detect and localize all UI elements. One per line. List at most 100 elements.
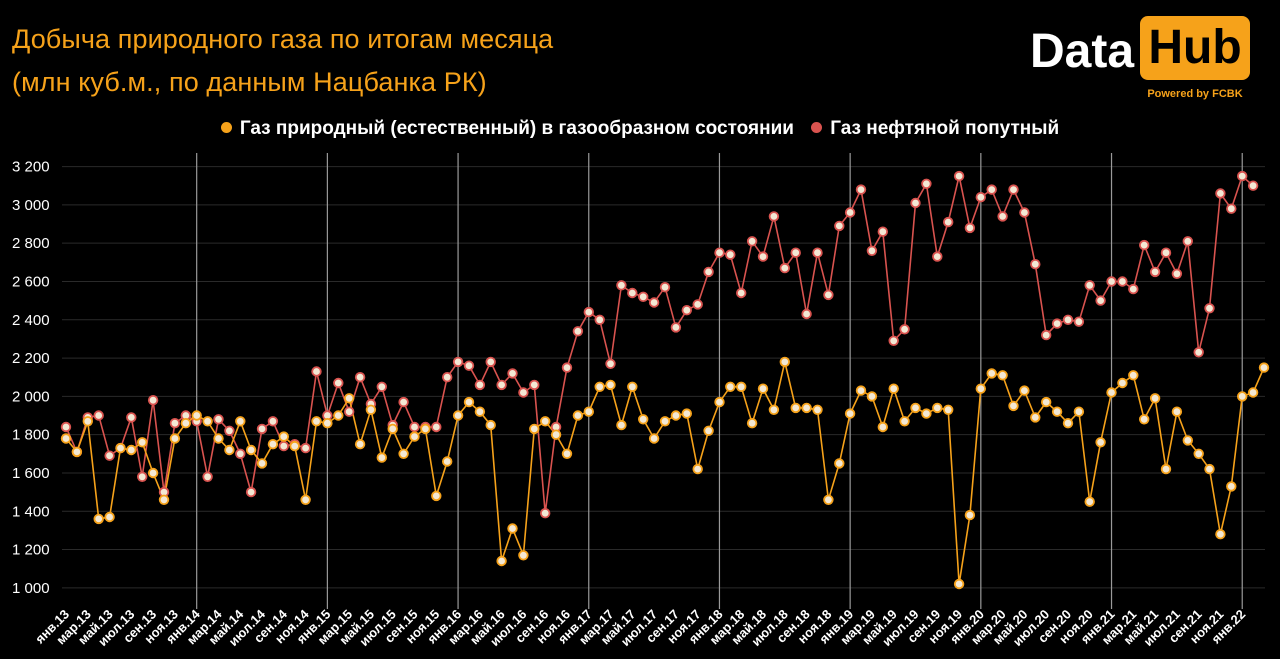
data-point-series-1: [1073, 316, 1085, 327]
data-point-series-0: [496, 555, 507, 567]
data-point-series-1: [169, 418, 181, 429]
logo-powered-text: Powered by FCBK: [1147, 88, 1243, 100]
data-point-series-1: [235, 448, 246, 460]
data-point-series-0: [572, 410, 584, 421]
data-point-series-1: [627, 287, 638, 299]
data-point-series-0: [1008, 400, 1019, 412]
data-point-series-1: [779, 262, 791, 274]
data-point-series-0: [834, 458, 845, 469]
data-point-series-1: [866, 245, 878, 257]
y-tick-label: 2 200: [12, 350, 50, 367]
data-point-series-0: [213, 433, 224, 444]
y-tick-label: 1 800: [12, 427, 50, 444]
data-point-series-0: [659, 416, 671, 427]
data-point-series-0: [1171, 406, 1183, 417]
data-point-series-0: [224, 444, 235, 456]
series-lines: [65, 174, 1265, 585]
data-point-series-1: [790, 247, 801, 258]
legend-item-natural: Газ природный (естественный) в газообраз…: [220, 118, 794, 140]
data-point-series-1: [975, 191, 987, 203]
data-point-series-1: [801, 308, 812, 320]
data-point-series-0: [518, 550, 529, 561]
data-point-series-0: [1095, 437, 1106, 448]
data-point-series-1: [344, 406, 355, 417]
data-point-series-1: [1084, 280, 1095, 291]
data-point-series-0: [529, 423, 540, 435]
data-point-series-0: [1138, 414, 1150, 425]
data-point-series-1: [1226, 203, 1237, 214]
data-point-series-1: [1030, 259, 1041, 270]
data-point-series-0: [866, 391, 878, 402]
legend-item-associated: Газ нефтяной попутный: [811, 118, 1059, 140]
data-point-series-0: [420, 423, 431, 435]
data-point-series-1: [311, 366, 322, 377]
legend-dot-associated: [811, 122, 823, 133]
data-point-series-1: [997, 211, 1008, 222]
y-tick-label: 1 400: [12, 503, 50, 520]
data-point-series-0: [452, 410, 464, 421]
data-point-series-0: [997, 370, 1008, 381]
data-point-series-0: [365, 404, 377, 416]
data-point-series-0: [169, 433, 181, 444]
data-point-series-1: [1160, 247, 1172, 258]
chart-legend: Газ природный (естественный) в газообраз…: [0, 118, 1280, 140]
data-point-series-0: [147, 467, 159, 479]
data-point-series-0: [1258, 362, 1270, 373]
data-point-series-0: [692, 463, 703, 475]
data-point-series-0: [943, 404, 954, 416]
data-point-series-1: [855, 184, 867, 195]
logo-hub-text: Hub: [1140, 16, 1250, 80]
legend-dot-natural: [220, 122, 232, 133]
y-tick-label: 1 600: [12, 465, 50, 482]
data-point-series-1: [768, 211, 780, 222]
data-point-series-0: [202, 416, 213, 427]
data-point-series-1: [670, 322, 682, 333]
data-point-series-0: [888, 383, 899, 394]
data-point-series-0: [136, 437, 148, 448]
data-point-series-1: [518, 387, 529, 398]
datahub-logo: Data Hub Powered by FCBK: [1030, 14, 1252, 104]
data-point-series-1: [594, 314, 605, 326]
data-point-series-0: [583, 406, 595, 417]
data-point-series-0: [1160, 463, 1172, 475]
data-point-series-0: [1106, 387, 1117, 398]
data-point-series-0: [1193, 448, 1204, 460]
data-point-series-0: [540, 416, 551, 427]
data-point-series-0: [757, 383, 769, 394]
data-point-series-1: [496, 379, 507, 391]
data-point-series-1: [921, 178, 932, 190]
data-point-series-1: [561, 362, 573, 373]
y-tick-label: 3 000: [12, 197, 50, 214]
data-point-series-0: [594, 381, 605, 393]
data-point-series-1: [1040, 329, 1052, 341]
data-point-series-1: [877, 226, 889, 237]
data-point-series-1: [910, 197, 921, 209]
data-point-series-0: [71, 446, 83, 458]
data-point-series-0: [1051, 406, 1063, 417]
y-axis-labels: 1 000 1 200 1 400 1 600 1 800 2 000 2 200 2 400…: [12, 159, 50, 597]
data-point-series-0: [790, 402, 801, 414]
data-point-series-0: [1149, 393, 1161, 404]
data-point-series-1: [147, 395, 159, 406]
data-point-series-1: [605, 358, 616, 370]
data-point-series-0: [344, 393, 355, 404]
data-point-series-1: [529, 379, 540, 391]
data-point-series-0: [746, 418, 758, 429]
data-point-series-0: [398, 448, 409, 460]
legend-label-natural: Газ природный (естественный) в газообраз…: [239, 118, 794, 139]
title-line-1: Добыча природного газа по итогам месяца: [12, 24, 554, 54]
data-point-series-1: [1204, 303, 1215, 314]
year-separators: [196, 153, 1243, 609]
data-point-series-1: [1051, 318, 1063, 329]
y-tick-label: 1 000: [12, 580, 50, 597]
data-point-series-1: [1138, 239, 1150, 251]
data-point-series-1: [202, 471, 213, 483]
data-point-series-1: [431, 421, 442, 433]
data-point-series-1: [899, 324, 910, 335]
data-point-series-1: [1117, 276, 1128, 287]
data-point-series-1: [60, 421, 72, 433]
data-point-series-1: [932, 251, 943, 262]
data-point-series-1: [1095, 295, 1106, 306]
data-point-series-1: [659, 282, 671, 293]
data-point-series-1: [725, 249, 736, 260]
